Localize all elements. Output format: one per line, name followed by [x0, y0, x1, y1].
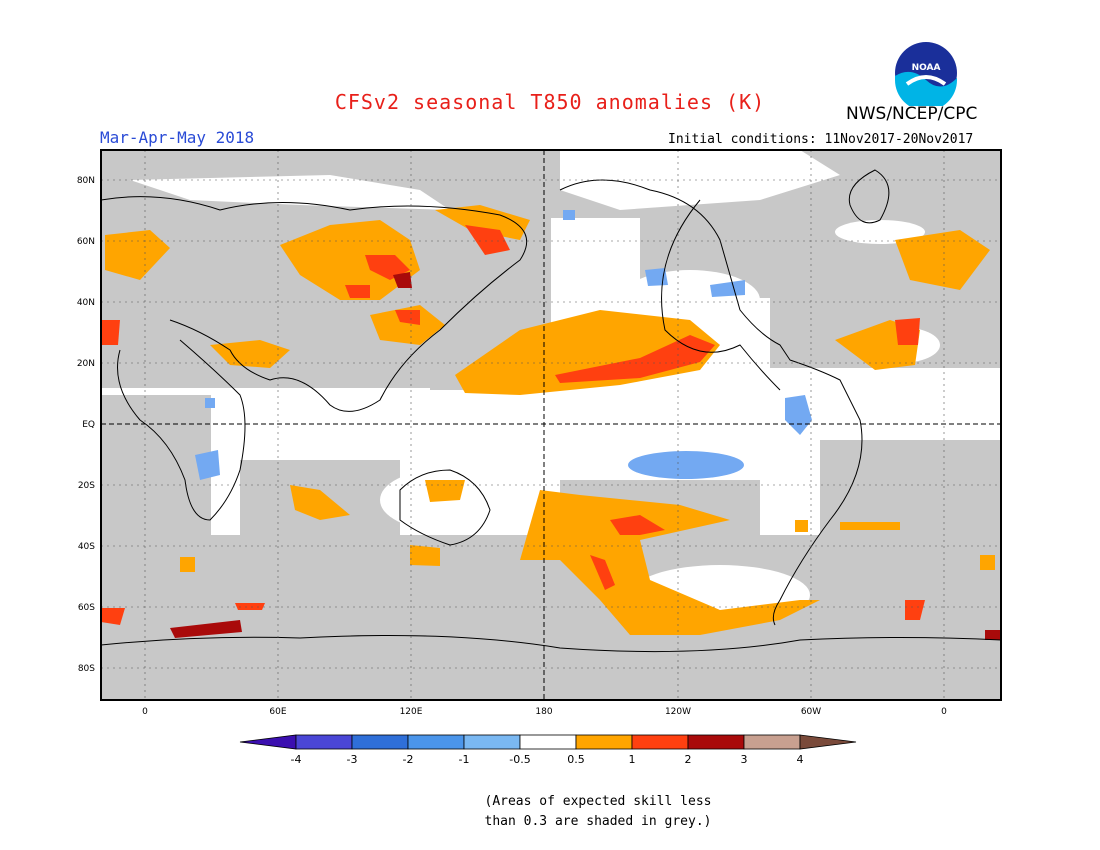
legend-label-1: -4 [291, 753, 302, 766]
lat-label-eq: EQ [82, 420, 95, 430]
equator-dateline [101, 150, 1001, 700]
lat-label-60s: 60S [78, 603, 95, 613]
legend-swatch-5 [463, 734, 521, 750]
legend-swatch-1 [239, 734, 297, 750]
anomaly-2-3-darkred [170, 272, 1000, 640]
lat-labels: 80N 60N 40N 20N EQ 20S 40S 60S 80S [77, 176, 95, 674]
season-label: Mar-Apr-May 2018 [100, 128, 255, 147]
anomaly-1-2-red [101, 225, 925, 625]
lon-label-60e: 60E [269, 707, 286, 717]
lat-label-40n: 40N [77, 298, 95, 308]
lat-label-20s: 20S [78, 481, 95, 491]
lon-label-0: 0 [142, 707, 148, 717]
legend-label-8: 2 [685, 753, 692, 766]
neutral-white-areas [130, 150, 940, 625]
legend-label-9: 3 [741, 753, 748, 766]
lon-label-180: 180 [535, 707, 552, 717]
skill-note-line-1: (Areas of expected skill less [484, 794, 712, 809]
agency-label: NWS/NCEP/CPC [846, 104, 978, 124]
legend-swatch-10 [743, 734, 801, 750]
logo-text: NOAA [912, 63, 941, 73]
map-frame [100, 149, 1002, 701]
lat-label-40s: 40S [78, 542, 95, 552]
legend-swatch-11 [799, 734, 857, 750]
lat-label-80n: 80N [77, 176, 95, 186]
legend-label-4: -1 [459, 753, 470, 766]
lon-label-120e: 120E [400, 707, 423, 717]
skill-note-line-2: than 0.3 are shaded in grey.) [484, 814, 712, 829]
legend-label-5: -0.5 [509, 753, 530, 766]
lon-label-0-east: 0 [941, 707, 947, 717]
graticule [101, 150, 1001, 700]
legend-label-6: 0.5 [567, 753, 585, 766]
legend-label-7: 1 [629, 753, 636, 766]
skill-note: (Areas of expected skill less than 0.3 a… [478, 792, 718, 832]
legend-swatch-6 [519, 734, 577, 750]
initial-conditions-label: Initial conditions: 11Nov2017-20Nov2017 [668, 132, 974, 147]
lat-label-20n: 20N [77, 359, 95, 369]
legend-label-10: 4 [797, 753, 804, 766]
legend-swatch-7 [575, 734, 633, 750]
lon-labels: 0 60E 120E 180 120W 60W 0 [142, 707, 947, 717]
legend-label-2: -3 [347, 753, 358, 766]
chart-title: CFSv2 seasonal T850 anomalies (K) [334, 90, 766, 114]
legend-swatch-4 [407, 734, 465, 750]
noaa-logo: NOAA [895, 42, 957, 106]
legend-swatch-9 [687, 734, 745, 750]
legend-swatch-2 [295, 734, 353, 750]
lon-label-120w: 120W [665, 707, 691, 717]
coastlines [101, 169, 1001, 653]
lat-label-80s: 80S [78, 664, 95, 674]
lat-label-60n: 60N [77, 237, 95, 247]
lon-label-60w: 60W [801, 707, 821, 717]
legend-swatch-8 [631, 734, 689, 750]
legend-swatch-3 [351, 734, 409, 750]
legend-label-3: -2 [403, 753, 414, 766]
